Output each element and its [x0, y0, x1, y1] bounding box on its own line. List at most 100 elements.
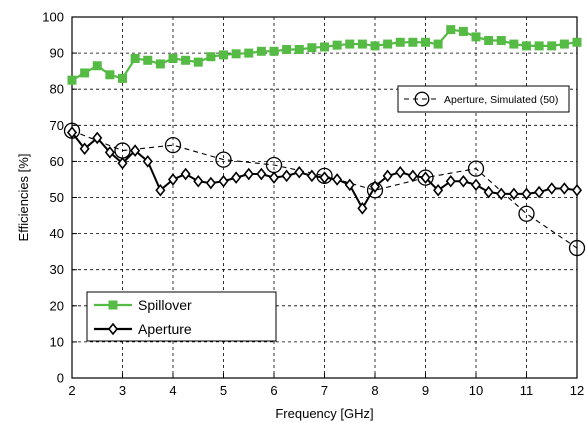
data-point — [357, 39, 367, 49]
data-point — [205, 176, 216, 190]
x-tick-label: 6 — [270, 383, 277, 398]
x-tick-label: 11 — [520, 383, 534, 398]
legend-label: Aperture — [138, 321, 192, 337]
data-point — [421, 37, 430, 47]
data-point — [320, 42, 329, 52]
data-point — [231, 49, 241, 59]
data-point — [534, 41, 544, 51]
legend-label: Aperture, Simulated (50) — [444, 94, 558, 106]
data-point — [306, 169, 317, 183]
data-point — [130, 144, 141, 157]
data-point — [164, 137, 182, 154]
data-point — [572, 37, 582, 47]
data-point — [407, 169, 418, 183]
data-point — [420, 171, 431, 184]
data-point — [294, 165, 305, 179]
data-point — [571, 183, 583, 197]
data-point — [231, 171, 242, 184]
data-point — [568, 239, 586, 257]
data-point — [282, 44, 292, 54]
data-point — [547, 41, 557, 51]
data-point — [105, 70, 115, 80]
data-point — [509, 39, 519, 49]
data-point — [215, 151, 232, 168]
data-point — [319, 171, 330, 184]
data-point — [117, 156, 128, 170]
data-point — [433, 183, 444, 197]
y-tick-label: 40 — [50, 226, 64, 241]
legend-label: Spillover — [138, 297, 192, 313]
data-point — [395, 37, 405, 47]
data-series — [63, 25, 586, 257]
data-point — [92, 131, 103, 145]
data-point — [268, 171, 280, 184]
data-point — [559, 39, 569, 49]
y-tick-label: 90 — [50, 46, 64, 61]
data-point — [382, 169, 393, 183]
data-point — [467, 160, 485, 177]
data-point — [218, 174, 229, 188]
y-tick-label: 20 — [50, 298, 64, 313]
data-point — [118, 73, 127, 83]
data-point — [383, 39, 393, 49]
legend-simulated: Aperture, Simulated (50) — [397, 85, 570, 113]
y-tick-label: 50 — [50, 190, 64, 205]
data-point — [395, 165, 406, 179]
data-point — [180, 167, 191, 181]
data-point — [281, 169, 292, 183]
data-point — [332, 173, 343, 186]
legend-box — [86, 291, 277, 342]
x-tick-label: 12 — [570, 383, 584, 398]
data-point — [470, 178, 482, 192]
x-tick-label: 3 — [119, 383, 126, 398]
legend-marker — [108, 300, 118, 310]
x-tick-label: 10 — [469, 383, 483, 398]
x-tick-label: 9 — [422, 383, 429, 398]
data-point — [445, 174, 456, 188]
data-point — [369, 180, 381, 193]
data-point — [370, 41, 380, 51]
data-point — [307, 43, 317, 53]
data-point — [458, 174, 469, 188]
data-point — [345, 39, 355, 49]
data-point — [67, 75, 77, 85]
data-point — [167, 173, 179, 186]
legend-marker — [107, 322, 119, 336]
legend-main: Spillover Aperture — [86, 291, 277, 342]
data-point — [458, 26, 468, 36]
data-point — [130, 54, 140, 64]
data-point — [244, 48, 254, 58]
data-point — [484, 35, 494, 45]
data-point — [155, 59, 165, 69]
data-point — [219, 50, 228, 60]
y-tick-label: 60 — [50, 154, 64, 169]
data-point — [417, 169, 434, 186]
data-point — [155, 183, 166, 197]
data-point — [256, 46, 266, 56]
y-tick-label: 80 — [50, 82, 64, 97]
data-point — [471, 32, 481, 42]
data-point — [206, 52, 216, 62]
data-point — [522, 41, 531, 51]
x-axis-label: Frequency [GHz] — [275, 406, 373, 421]
data-point — [446, 25, 456, 35]
data-point — [243, 167, 254, 181]
data-point — [521, 187, 532, 201]
data-point — [181, 55, 191, 65]
data-point — [496, 187, 507, 201]
data-point — [256, 167, 267, 181]
data-point — [534, 185, 545, 199]
x-tick-label: 4 — [169, 383, 176, 398]
y-axis-label: Efficiencies [%] — [16, 154, 31, 242]
data-point — [193, 174, 204, 188]
data-point — [66, 126, 78, 139]
data-point — [104, 146, 115, 159]
y-tick-label: 10 — [50, 334, 64, 349]
data-point — [294, 44, 304, 54]
data-point — [332, 40, 342, 50]
data-point — [546, 182, 557, 195]
data-point — [408, 37, 418, 47]
legend-marker — [414, 91, 430, 107]
data-point — [518, 205, 535, 222]
